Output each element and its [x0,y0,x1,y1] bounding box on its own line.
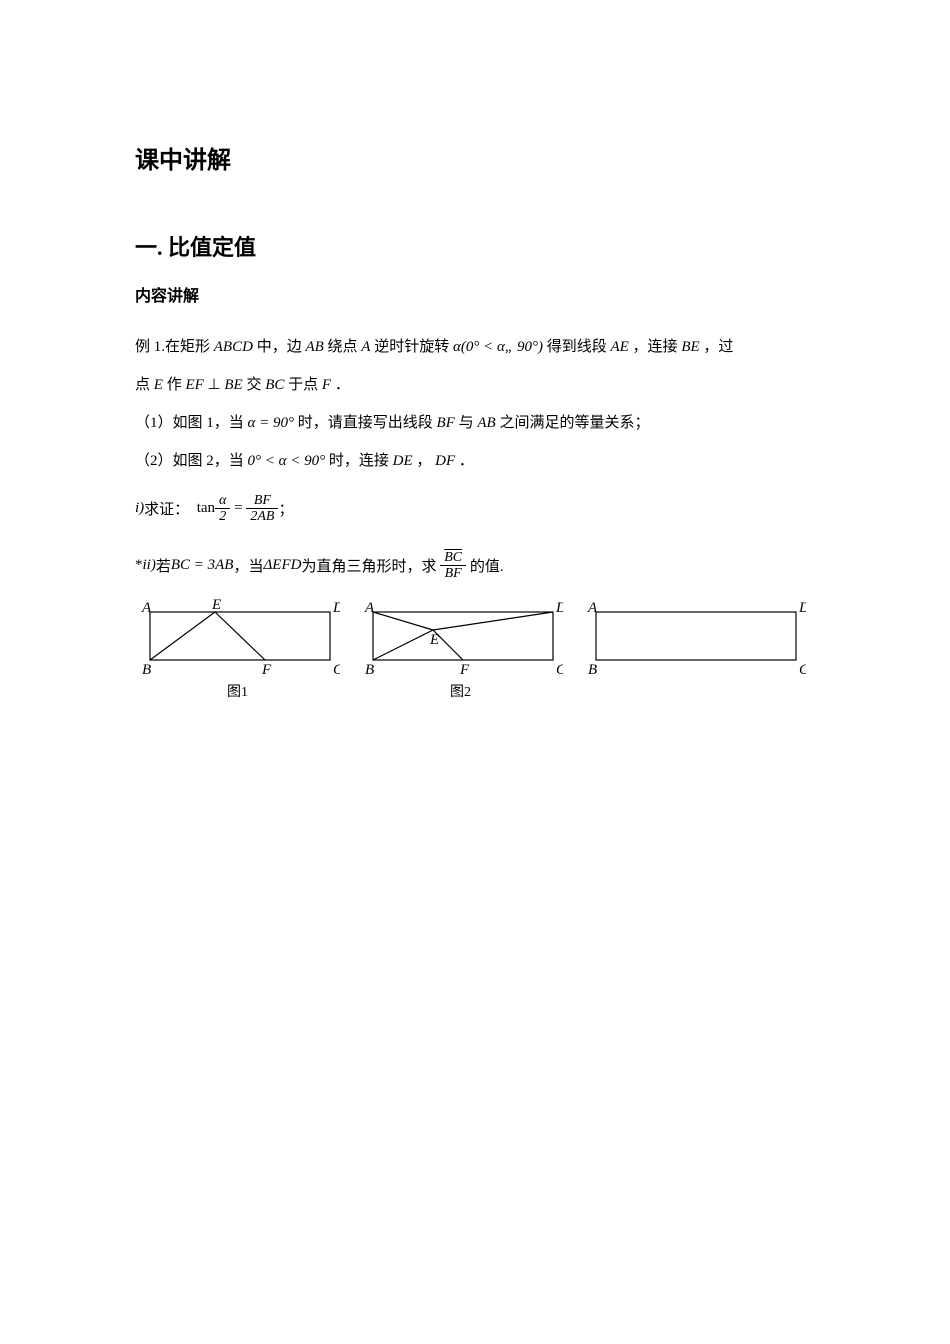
figure-2-caption: 图2 [358,681,563,701]
var-ab: AB [477,415,495,431]
numerator: α [215,493,230,509]
heading-sub: 内容讲解 [135,282,815,306]
figure-3-block: A D B C [581,597,806,701]
var-ef: EF [185,377,203,393]
label-D: D [555,600,563,616]
label-E: E [429,632,439,648]
label-D: D [332,600,340,616]
var-f: F [322,377,331,393]
label-E: E [211,597,221,613]
var-triangle-efd: ΔEFD [264,557,302,574]
question-1: （1）如图 1，当 α = 90° 时，请直接写出线段 BF 与 AB 之间满足… [135,407,815,440]
text: （1）如图 1，当 [135,415,244,431]
label-F: F [261,662,272,677]
text: ． [335,377,350,393]
figure-2-block: A E D B F C 图2 [358,597,563,701]
var-bc-eq-3ab: BC = 3AB [171,557,234,574]
marker-ii: ii) [143,557,156,574]
star: * [135,557,143,574]
text: 中，边 [257,339,302,355]
label-B: B [588,662,597,677]
label-C: C [799,662,806,677]
var-abcd: ABCD [214,339,253,355]
problem-line1: 例 1.在矩形 ABCD 中，边 AB 绕点 A 逆时针旋转 α(0° < α„… [135,331,815,364]
text: （2）如图 2，当 [135,453,244,469]
var-ab: AB [305,339,323,355]
var-a: A [361,339,370,355]
text: 作 [167,377,182,393]
tan-label: tan [197,500,215,517]
fraction-bf-over-2ab: BF 2AB [246,493,278,525]
text: ，当 [233,555,263,576]
proof-i: i) 求证： tan α 2 = BF 2AB ； [135,493,815,525]
text: ， [416,453,431,469]
label-C: C [333,662,340,677]
denominator: BF [440,566,466,581]
text: 交 [246,377,261,393]
text: 绕点 [328,339,358,355]
text: 时，连接 [329,453,389,469]
text: 的值. [470,555,504,576]
denominator: 2AB [246,509,278,524]
heading-section: 一. 比值定值 [135,230,815,262]
label-A: A [587,600,598,616]
label-D: D [798,600,806,616]
numerator: BF [246,493,278,509]
equals: = [234,500,242,517]
figure-1-caption: 图1 [135,681,340,701]
denominator: 2 [215,509,230,524]
text: ． [459,453,474,469]
label-B: B [365,662,374,677]
var-be: BE [681,339,699,355]
fraction-bc-over-bf: BC BF [440,550,466,582]
perp-symbol: ⊥ [208,377,221,393]
var-alpha-range2: 0° < α < 90° [248,453,326,469]
text: ，连接 [633,339,678,355]
label-F: F [459,662,470,677]
var-bf: BF [437,415,455,431]
text: 时，请直接写出线段 [298,415,433,431]
label-B: B [142,662,151,677]
var-bc: BC [265,377,284,393]
text: ，过 [703,339,733,355]
proof-ii: * ii) 若 BC = 3AB ，当 ΔEFD 为直角三角形时，求 BC BF… [135,550,815,582]
var-ae: AE [610,339,628,355]
question-2: （2）如图 2，当 0° < α < 90° 时，连接 DE ， DF ． [135,445,815,478]
text: 为直角三角形时，求 [301,555,436,576]
figure-2-svg: A E D B F C [358,597,563,677]
problem-line2: 点 E 作 EF ⊥ BE 交 BC 于点 F ． [135,369,815,402]
text: 之间满足的等量关系； [499,415,649,431]
text: 求证： [144,498,189,519]
text: ； [278,498,293,519]
text: 得到线段 [547,339,607,355]
var-alpha90: α = 90° [248,415,295,431]
text: 于点 [288,377,318,393]
text: 与 [459,415,474,431]
figure-3-svg: A D B C [581,597,806,677]
text: 逆时针旋转 [374,339,449,355]
var-de: DE [393,453,413,469]
figure-1-svg: A E D B F C [135,597,340,677]
var-e: E [154,377,163,393]
fraction-alpha-over-2: α 2 [215,493,230,525]
marker-i: i) [135,500,144,517]
label-A: A [141,600,152,616]
label-C: C [556,662,563,677]
figures-row: A E D B F C 图1 A E D [135,597,815,701]
text: 点 [135,377,150,393]
var-be: BE [224,377,242,393]
heading-main: 课中讲解 [135,140,815,175]
text: 例 1.在矩形 [135,339,210,355]
label-A: A [364,600,375,616]
text: 若 [156,555,171,576]
var-df: DF [435,453,455,469]
figure-1-block: A E D B F C 图1 [135,597,340,701]
numerator: BC [440,550,466,566]
var-alpha-range: α(0° < α„ 90°) [453,339,543,355]
